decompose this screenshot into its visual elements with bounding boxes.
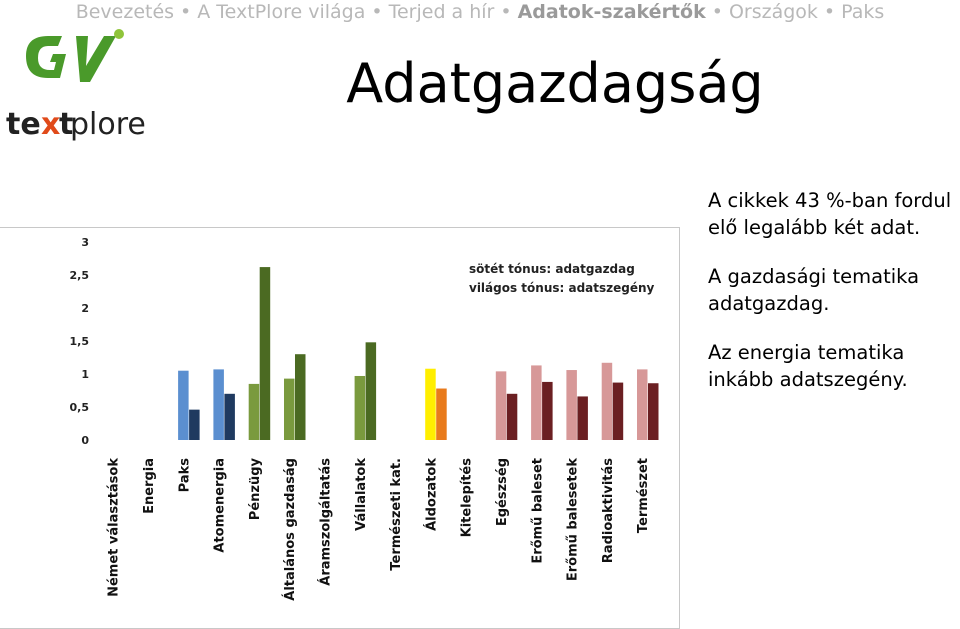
svg-text:te: te (6, 107, 41, 142)
bar-dark (295, 354, 306, 440)
nav-item[interactable]: Terjed a hír (388, 1, 495, 23)
legend-text: világos tónus: adatszegény (469, 281, 655, 295)
x-category-label: Áldozatok (423, 458, 439, 531)
text-block: A cikkek 43 %-ban fordul elő legalább ké… (708, 187, 960, 415)
textplore-logo: te x t plore (6, 107, 146, 142)
bar-dark (189, 409, 200, 440)
x-category-label: Általános gazdaság (282, 458, 298, 601)
y-tick-label: 0,5 (70, 401, 90, 414)
x-category-label: Vállalatok (354, 458, 369, 531)
x-category-label: Kitelepítés (460, 458, 475, 538)
nav-item[interactable]: Adatok-szakértők (517, 1, 706, 23)
page-title: Adatgazdagság (346, 52, 764, 115)
nav-separator: • (180, 1, 192, 23)
bar-light (248, 383, 260, 440)
gv-logo (26, 29, 124, 82)
x-category-label: Egészség (495, 458, 510, 526)
nav-item[interactable]: A TextPlore világa (197, 1, 366, 23)
x-category-label: Erőmű balesetek (566, 458, 581, 581)
x-category-label: Pénzügy (248, 457, 263, 520)
bar-dark (577, 396, 588, 440)
x-category-label: Erőmű baleset (530, 458, 545, 564)
bar-chart: 0 0,5 1 1,5 2 2,5 3 Német választások Energia Pak… (70, 236, 659, 601)
text-paragraph-3: Az energia tematika inkább adatszegény. (708, 341, 908, 391)
x-category-label: Német választások (107, 458, 122, 597)
x-category-label: Áramszolgáltatás (317, 458, 333, 586)
y-tick-label: 1 (81, 368, 89, 381)
x-category-label: Paks (177, 458, 192, 493)
bar-light (637, 369, 648, 440)
bar-light (566, 370, 577, 440)
bar-dark (365, 342, 377, 440)
chart-frame: 0 0,5 1 1,5 2 2,5 3 Német választások Energia Pak… (0, 227, 680, 629)
text-paragraph-2: A gazdasági tematika adatgazdag. (708, 265, 920, 315)
bar-light (601, 362, 613, 440)
bar-light (178, 370, 189, 440)
y-tick-label: 3 (81, 236, 89, 249)
bar-dark (612, 382, 624, 440)
bar-light (213, 369, 224, 440)
y-tick-label: 2,5 (70, 269, 90, 282)
bar-dark (259, 267, 271, 440)
nav-item[interactable]: Országok (728, 1, 818, 23)
top-navigation: Bevezetés • A TextPlore világa • Terjed a hí… (0, 0, 960, 24)
bar-dark (506, 393, 518, 440)
bar-light (284, 378, 295, 440)
bar-dark (436, 388, 447, 440)
bar-light (425, 368, 436, 440)
nav-separator: • (711, 1, 723, 23)
nav-separator: • (500, 1, 512, 23)
x-category-label: Atomenergia (213, 458, 228, 553)
nav-item[interactable]: Paks (841, 1, 885, 23)
bar-light (531, 365, 542, 440)
y-tick-label: 1,5 (70, 335, 90, 348)
x-category-label: Energia (142, 458, 157, 514)
bar-dark (648, 383, 659, 440)
nav-separator: • (823, 1, 836, 23)
nav-item[interactable]: Bevezetés (75, 1, 175, 23)
bar-dark (224, 393, 235, 440)
nav-separator: • (371, 1, 383, 23)
bar-light (354, 375, 366, 440)
x-category-label: Természet (636, 458, 651, 533)
svg-text:x: x (41, 107, 60, 142)
x-category-label: Radioaktivitás (601, 458, 616, 563)
text-paragraph-1: A cikkek 43 %-ban fordul elő legalább ké… (708, 189, 952, 239)
svg-text:t: t (59, 107, 73, 142)
x-category-label: Természeti kat. (389, 458, 404, 571)
bar-dark (542, 381, 553, 440)
y-tick-label: 2 (81, 302, 89, 315)
bar-light (495, 371, 507, 440)
legend-text: sötét tónus: adatgazdag (469, 262, 635, 276)
svg-text:plore: plore (70, 107, 146, 142)
y-tick-label: 0 (81, 434, 89, 447)
